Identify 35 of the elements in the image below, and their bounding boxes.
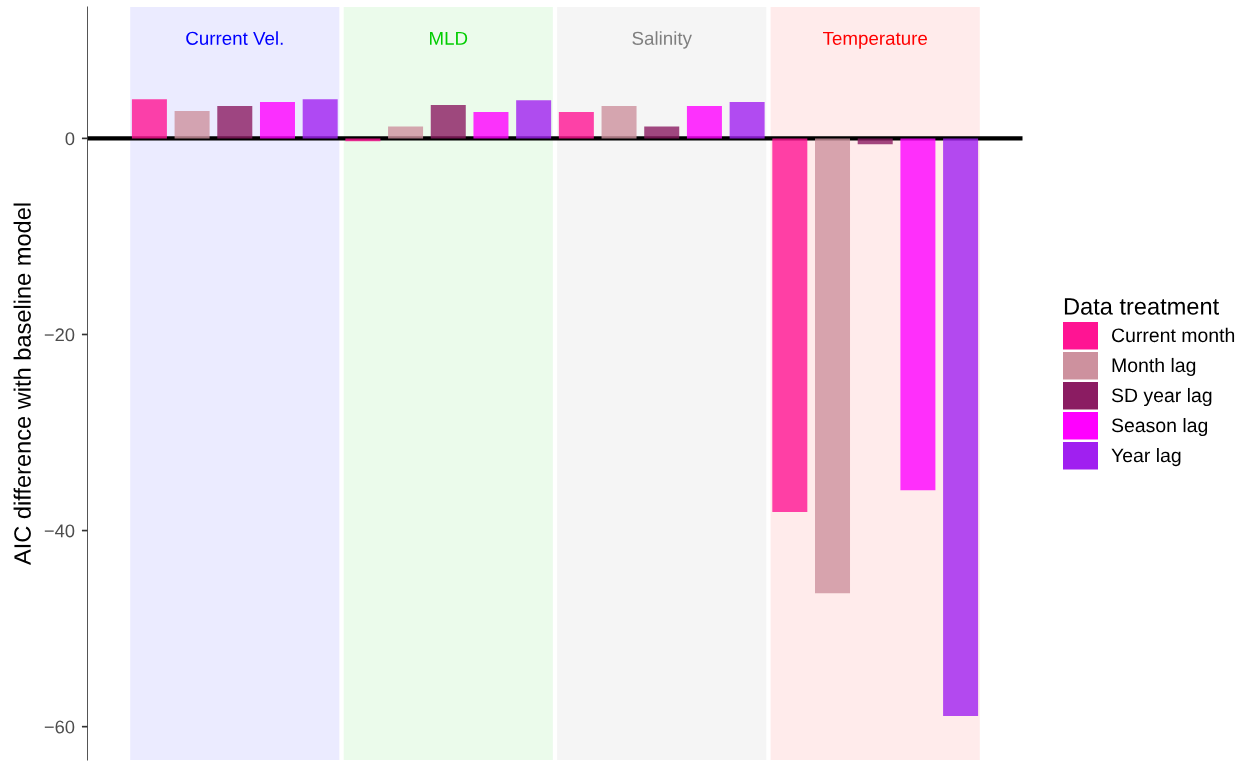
bar xyxy=(943,138,979,716)
y-tick-label: 0 xyxy=(65,132,75,146)
bar xyxy=(516,100,552,139)
bar xyxy=(388,126,424,139)
x-tick-label: Salinity xyxy=(632,31,692,49)
bar xyxy=(772,138,808,512)
y-axis-title: AIC difference with baseline model xyxy=(13,203,31,565)
bar xyxy=(686,106,722,139)
bar xyxy=(473,111,509,139)
bar xyxy=(857,138,893,145)
legend-label: Current month xyxy=(1112,327,1235,343)
x-tick-label: MLD xyxy=(430,31,468,45)
x-tick-label: Temperature xyxy=(823,31,927,49)
legend-label: Year lag xyxy=(1111,448,1181,467)
bar xyxy=(644,126,680,139)
y-tick-label: −60 xyxy=(44,720,75,734)
legend-label: SD year lag xyxy=(1111,387,1212,407)
bar xyxy=(558,111,594,139)
bar xyxy=(900,138,936,491)
bar xyxy=(345,138,381,142)
bar xyxy=(259,102,295,139)
y-tick-label: −20 xyxy=(44,328,75,342)
legend-title: Data treatment xyxy=(1064,298,1219,315)
bar xyxy=(815,138,851,594)
bar xyxy=(217,106,253,139)
x-tick-label: Current Vel. xyxy=(186,31,283,45)
bar xyxy=(174,110,210,139)
y-tick-label: −40 xyxy=(44,524,75,538)
legend-label: Season lag xyxy=(1111,417,1208,437)
legend-label: Month lag xyxy=(1112,357,1196,377)
bar xyxy=(601,106,637,139)
bar xyxy=(131,99,167,139)
bar xyxy=(302,99,338,139)
bar xyxy=(430,105,466,139)
bar xyxy=(729,102,765,139)
